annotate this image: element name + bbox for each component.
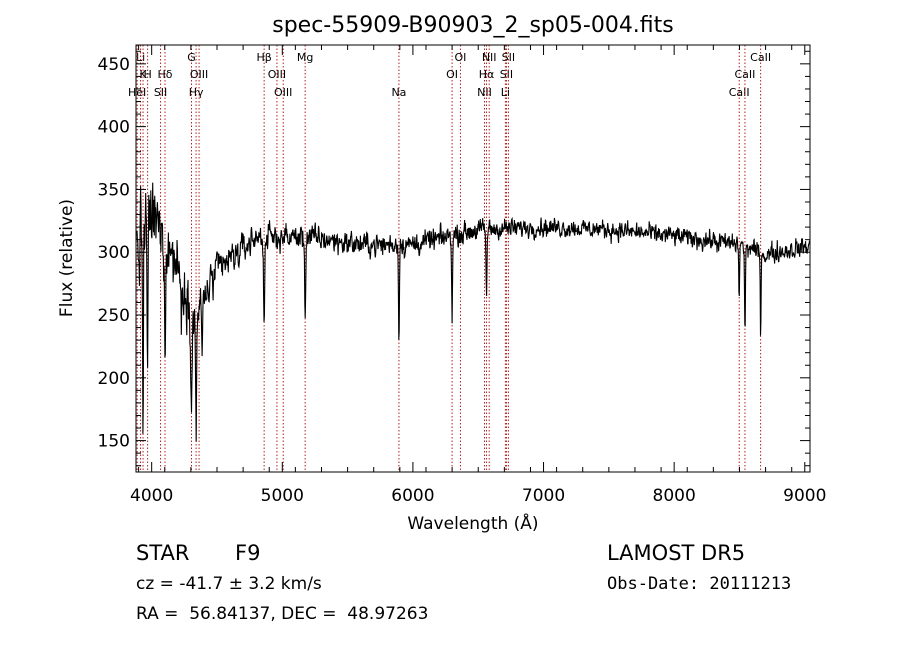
x-tick-label: 8000 bbox=[653, 486, 696, 506]
line-marker-label: SII bbox=[502, 51, 515, 64]
spectrum-line bbox=[136, 182, 811, 442]
chart-title: spec-55909-B90903_2_sp05-004.fits bbox=[272, 13, 674, 38]
observation-date: Obs-Date: 20111213 bbox=[607, 574, 792, 594]
line-marker-label: Li bbox=[136, 51, 145, 64]
line-marker-label: Mg bbox=[297, 51, 313, 64]
y-axis-label: Flux (relative) bbox=[57, 199, 77, 317]
y-tick-label: 150 bbox=[98, 432, 130, 452]
line-marker-label: Hα bbox=[479, 68, 495, 81]
y-tick-label: 250 bbox=[98, 306, 130, 326]
line-marker-label: Li bbox=[501, 86, 510, 99]
object-class: STAR bbox=[136, 541, 190, 565]
y-axis: 150 200 250 300 350 400 450 bbox=[98, 50, 810, 467]
y-tick-label: 400 bbox=[98, 118, 130, 138]
line-marker-label: OI bbox=[446, 68, 458, 81]
y-tick-label: 200 bbox=[98, 369, 130, 389]
line-marker-label: OI bbox=[455, 51, 467, 64]
y-tick-label: 450 bbox=[98, 55, 130, 75]
line-marker-label: OIII bbox=[268, 68, 286, 81]
survey-name: LAMOST DR5 bbox=[607, 541, 746, 565]
y-tick-label: 350 bbox=[98, 180, 130, 200]
line-marker-label: CaII bbox=[734, 68, 755, 81]
line-marker-label: HeI bbox=[128, 86, 146, 99]
line-marker-label: CaII bbox=[729, 86, 750, 99]
line-marker-label: NII bbox=[482, 51, 497, 64]
y-tick-label: 300 bbox=[98, 243, 130, 263]
spectral-line-markers: Li K HeI H Hδ SII G OIII Hγ Hβ OIII OIII Mg Na OI OI NII… bbox=[128, 45, 771, 472]
spectrum-series bbox=[136, 182, 811, 442]
line-marker-label: NII bbox=[477, 86, 492, 99]
line-marker-label: G bbox=[187, 51, 196, 64]
line-marker-label: Na bbox=[391, 86, 406, 99]
line-marker-label: SII bbox=[500, 68, 513, 81]
x-axis: 4000 5000 6000 7000 8000 9000 bbox=[130, 45, 826, 506]
x-tick-label: 5000 bbox=[261, 486, 304, 506]
line-marker-label: Hγ bbox=[189, 86, 204, 99]
x-axis-label: Wavelength (Å) bbox=[407, 512, 538, 534]
sky-coordinates: RA = 56.84137, DEC = 48.97263 bbox=[136, 604, 429, 624]
line-marker-label: Hδ bbox=[157, 68, 172, 81]
x-tick-label: 9000 bbox=[783, 486, 826, 506]
x-tick-label: 7000 bbox=[522, 486, 565, 506]
line-marker-label: OIII bbox=[274, 86, 292, 99]
radial-velocity: cz = -41.7 ± 3.2 km/s bbox=[136, 574, 322, 594]
x-tick-label: 6000 bbox=[391, 486, 434, 506]
line-marker-label: SII bbox=[154, 86, 167, 99]
x-tick-label: 4000 bbox=[130, 486, 173, 506]
plot-frame bbox=[135, 44, 811, 473]
line-marker-label: CaII bbox=[750, 51, 771, 64]
line-marker-label: K bbox=[139, 68, 147, 81]
spectral-subclass: F9 bbox=[235, 541, 261, 565]
line-marker-label: OIII bbox=[190, 68, 208, 81]
line-marker-label: H bbox=[143, 68, 151, 81]
line-marker-label: Hβ bbox=[256, 51, 271, 64]
